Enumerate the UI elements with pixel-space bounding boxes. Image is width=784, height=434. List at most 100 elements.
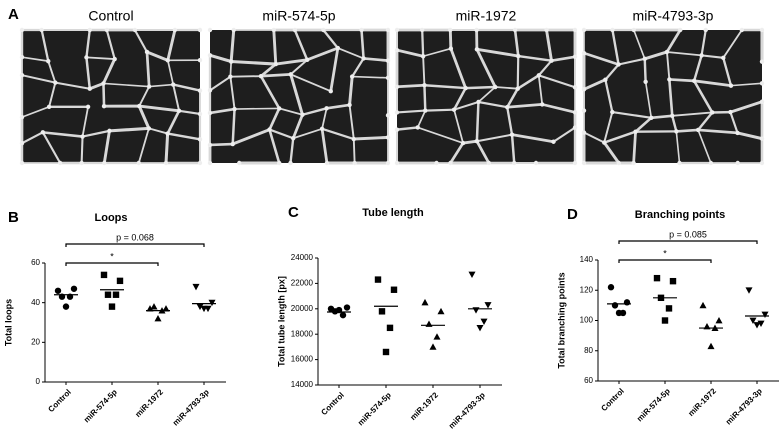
- data-point: [200, 305, 208, 313]
- tube: [21, 56, 50, 62]
- tube: [171, 83, 202, 92]
- tube: [666, 51, 671, 81]
- node: [132, 27, 138, 33]
- data-point: [390, 286, 398, 293]
- tube: [649, 114, 674, 120]
- tube: [700, 28, 707, 57]
- y-tick-label: 120: [580, 285, 594, 294]
- tube: [102, 82, 150, 88]
- tube: [352, 135, 390, 141]
- node: [361, 56, 366, 61]
- data-point: [421, 298, 429, 306]
- data-point: [753, 322, 761, 329]
- tube: [516, 54, 520, 90]
- data-point: [208, 299, 216, 307]
- node: [228, 74, 233, 79]
- y-tick-label: 18000: [291, 329, 314, 338]
- tube: [475, 139, 491, 165]
- tube: [513, 28, 520, 58]
- y-axis-label: Total branching points: [556, 272, 566, 368]
- node: [728, 83, 734, 88]
- node: [572, 27, 578, 33]
- node: [171, 82, 176, 87]
- tube: [362, 57, 390, 62]
- node: [509, 132, 515, 137]
- tube: [336, 47, 365, 60]
- tube: [632, 29, 646, 60]
- tube: [422, 47, 452, 58]
- y-tick-label: 60: [31, 258, 40, 267]
- tube: [164, 132, 170, 165]
- node: [277, 106, 282, 111]
- significance-label: p = 0.068: [116, 232, 154, 242]
- data-point: [761, 311, 769, 318]
- tube: [208, 107, 236, 115]
- data-point: [665, 305, 673, 312]
- tube: [301, 107, 328, 116]
- tube: [516, 74, 541, 90]
- node: [610, 27, 615, 33]
- data-point: [374, 276, 382, 283]
- node: [708, 160, 714, 166]
- node: [572, 125, 578, 130]
- node: [137, 103, 142, 109]
- node: [460, 140, 466, 146]
- node: [273, 61, 278, 67]
- data-point: [54, 287, 62, 294]
- node: [271, 27, 276, 33]
- node: [359, 27, 364, 33]
- tube: [461, 139, 479, 145]
- tube: [208, 53, 233, 64]
- node: [349, 74, 355, 79]
- node: [505, 104, 510, 110]
- data-point: [343, 304, 351, 311]
- tube: [289, 58, 309, 76]
- node: [667, 77, 672, 82]
- tube: [293, 28, 309, 62]
- tube: [696, 128, 739, 135]
- tube: [475, 100, 480, 143]
- node: [351, 136, 356, 142]
- tube: [88, 81, 105, 91]
- node: [87, 27, 92, 33]
- tube: [360, 28, 365, 60]
- y-axis-label: Total tube length [px]: [276, 276, 286, 367]
- data-point: [116, 277, 124, 285]
- tube: [666, 51, 703, 57]
- node: [87, 86, 92, 91]
- node: [197, 137, 203, 142]
- node: [385, 58, 391, 63]
- tube: [320, 127, 355, 141]
- tube: [351, 57, 365, 78]
- node: [300, 112, 305, 117]
- tube: [47, 60, 57, 84]
- node: [207, 53, 213, 58]
- tube: [692, 79, 714, 114]
- tube: [632, 130, 637, 165]
- node: [324, 106, 329, 111]
- tube: [550, 55, 577, 63]
- tube: [166, 132, 202, 141]
- data-point: [437, 307, 445, 315]
- tube: [133, 28, 149, 54]
- x-tick-label: Control: [319, 391, 345, 417]
- node: [394, 160, 400, 166]
- node: [207, 110, 213, 116]
- node: [512, 160, 517, 166]
- node: [101, 81, 106, 86]
- node: [146, 126, 152, 131]
- node: [463, 85, 468, 91]
- node: [735, 160, 740, 166]
- tube: [643, 50, 669, 61]
- tube: [395, 109, 427, 114]
- data-point: [429, 343, 437, 350]
- node: [385, 113, 391, 118]
- tube: [603, 111, 614, 144]
- y-tick-label: 100: [580, 316, 594, 325]
- tube: [395, 48, 425, 58]
- x-tick-label: Control: [599, 387, 625, 413]
- node: [385, 75, 391, 81]
- tube: [321, 107, 328, 130]
- tube: [696, 111, 714, 132]
- data-point: [112, 291, 120, 298]
